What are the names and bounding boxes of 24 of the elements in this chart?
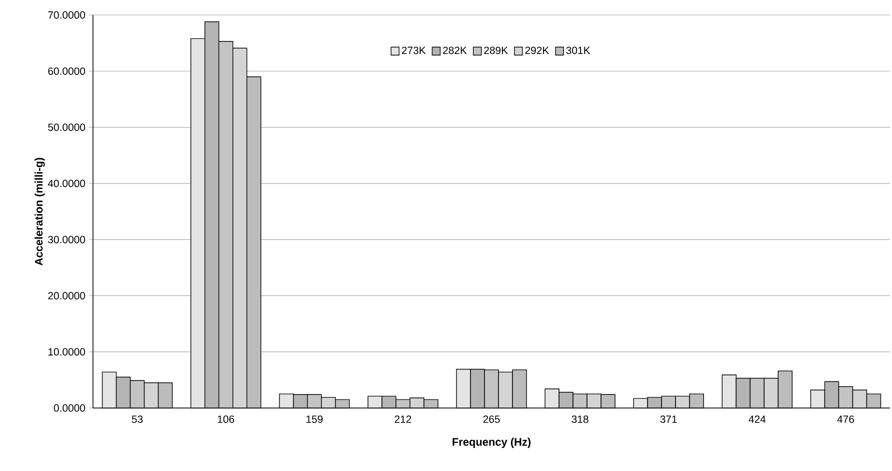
legend-label: 289K xyxy=(484,46,508,54)
x-tick-label: 424 xyxy=(748,416,766,423)
legend-label: 282K xyxy=(443,46,467,54)
x-tick-label: 106 xyxy=(218,416,234,423)
x-tick-label: 371 xyxy=(660,416,677,423)
x-tick-label: 265 xyxy=(483,416,500,423)
legend-label: 273K xyxy=(402,46,426,54)
y-tick-label: 0.0000 xyxy=(54,404,86,412)
y-axis-title: Acceleration (milli-g) xyxy=(34,158,45,266)
y-tick-label: 70.0000 xyxy=(48,11,86,19)
x-tick-label: 476 xyxy=(837,416,854,423)
legend-label: 292K xyxy=(525,46,550,54)
y-tick-label: 50.0000 xyxy=(48,124,86,131)
y-tick-label: 60.0000 xyxy=(48,67,86,75)
x-tick-label: 318 xyxy=(572,416,588,423)
x-tick-label: 212 xyxy=(394,416,412,423)
x-tick-label: 53 xyxy=(132,416,143,423)
y-tick-label: 30.0000 xyxy=(48,236,86,244)
x-tick-label: 159 xyxy=(306,416,323,423)
y-tick-label: 20.0000 xyxy=(48,292,86,300)
legend-label: 301K xyxy=(566,46,590,54)
x-axis-title: Frequency (Hz) xyxy=(452,438,531,448)
y-tick-label: 40.0000 xyxy=(48,180,86,188)
y-tick-label: 10.0000 xyxy=(48,348,86,356)
